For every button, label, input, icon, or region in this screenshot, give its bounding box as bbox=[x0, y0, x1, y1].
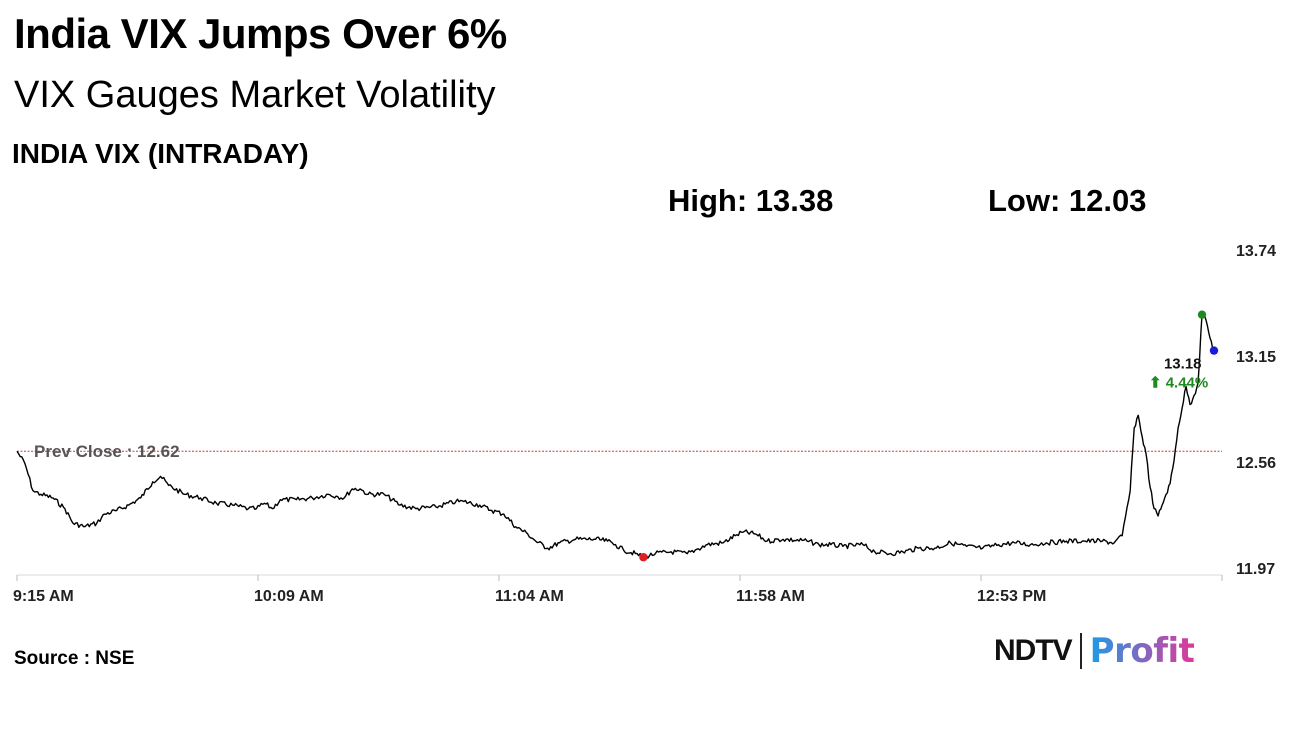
source-note: Source : NSE bbox=[14, 648, 135, 669]
change-label: ⬆ 4.44% bbox=[1149, 375, 1208, 392]
ndtv-profit-logo: NDTV Profit bbox=[994, 628, 1195, 674]
low-point-marker bbox=[639, 553, 648, 562]
page-title: India VIX Jumps Over 6% bbox=[14, 10, 507, 57]
logo-ndtv-text: NDTV bbox=[994, 634, 1073, 667]
x-tick-label: 11:58 AM bbox=[736, 588, 805, 605]
y-tick-label: 11.97 bbox=[1236, 561, 1275, 578]
x-tick-label: 10:09 AM bbox=[254, 588, 324, 605]
high-value: High: 13.38 bbox=[668, 183, 834, 218]
y-tick-label: 12.56 bbox=[1236, 455, 1276, 472]
prev-close-label: Prev Close : 12.62 bbox=[34, 442, 180, 461]
high-point-marker bbox=[1197, 310, 1207, 319]
chart-label: INDIA VIX (INTRADAY) bbox=[12, 138, 309, 169]
vix-series-line bbox=[16, 314, 1215, 559]
y-tick-label: 13.74 bbox=[1236, 243, 1276, 260]
y-tick-label: 13.15 bbox=[1236, 349, 1276, 366]
logo-profit-text: Profit bbox=[1089, 631, 1195, 671]
logo-divider bbox=[1079, 633, 1082, 669]
x-tick-label: 12:53 PM bbox=[977, 588, 1046, 605]
last-point-marker bbox=[1209, 346, 1219, 355]
x-tick-label: 11:04 AM bbox=[495, 588, 564, 605]
x-tick-label: 9:15 AM bbox=[13, 588, 74, 605]
last-value-label: 13.18 bbox=[1164, 356, 1202, 373]
page-subtitle: VIX Gauges Market Volatility bbox=[14, 74, 496, 116]
low-value: Low: 12.03 bbox=[988, 183, 1147, 218]
